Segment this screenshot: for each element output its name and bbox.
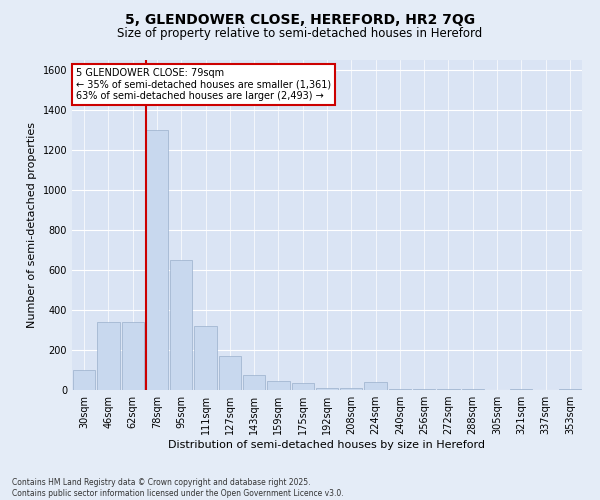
Bar (316, 388, 338, 390)
Bar (73, 370, 95, 390)
Y-axis label: Number of semi-detached properties: Number of semi-detached properties (27, 122, 37, 328)
Bar (122, 322, 144, 390)
Bar (413, 389, 436, 390)
Bar (437, 389, 460, 390)
Bar (97, 322, 119, 390)
Bar (146, 130, 168, 390)
Bar (461, 389, 484, 390)
X-axis label: Distribution of semi-detached houses by size in Hereford: Distribution of semi-detached houses by … (169, 440, 485, 450)
Text: 5, GLENDOWER CLOSE, HEREFORD, HR2 7QG: 5, GLENDOWER CLOSE, HEREFORD, HR2 7QG (125, 12, 475, 26)
Text: 5 GLENDOWER CLOSE: 79sqm
← 35% of semi-detached houses are smaller (1,361)
63% o: 5 GLENDOWER CLOSE: 79sqm ← 35% of semi-d… (76, 68, 331, 102)
Bar (292, 383, 314, 390)
Text: Contains HM Land Registry data © Crown copyright and database right 2025.
Contai: Contains HM Land Registry data © Crown c… (12, 478, 344, 498)
Bar (243, 375, 265, 390)
Bar (510, 389, 532, 390)
Bar (340, 388, 362, 390)
Bar (194, 326, 217, 390)
Bar (559, 389, 581, 390)
Bar (364, 382, 387, 390)
Bar (389, 389, 411, 390)
Bar (267, 381, 290, 390)
Bar (170, 260, 193, 390)
Bar (218, 356, 241, 390)
Text: Size of property relative to semi-detached houses in Hereford: Size of property relative to semi-detach… (118, 28, 482, 40)
